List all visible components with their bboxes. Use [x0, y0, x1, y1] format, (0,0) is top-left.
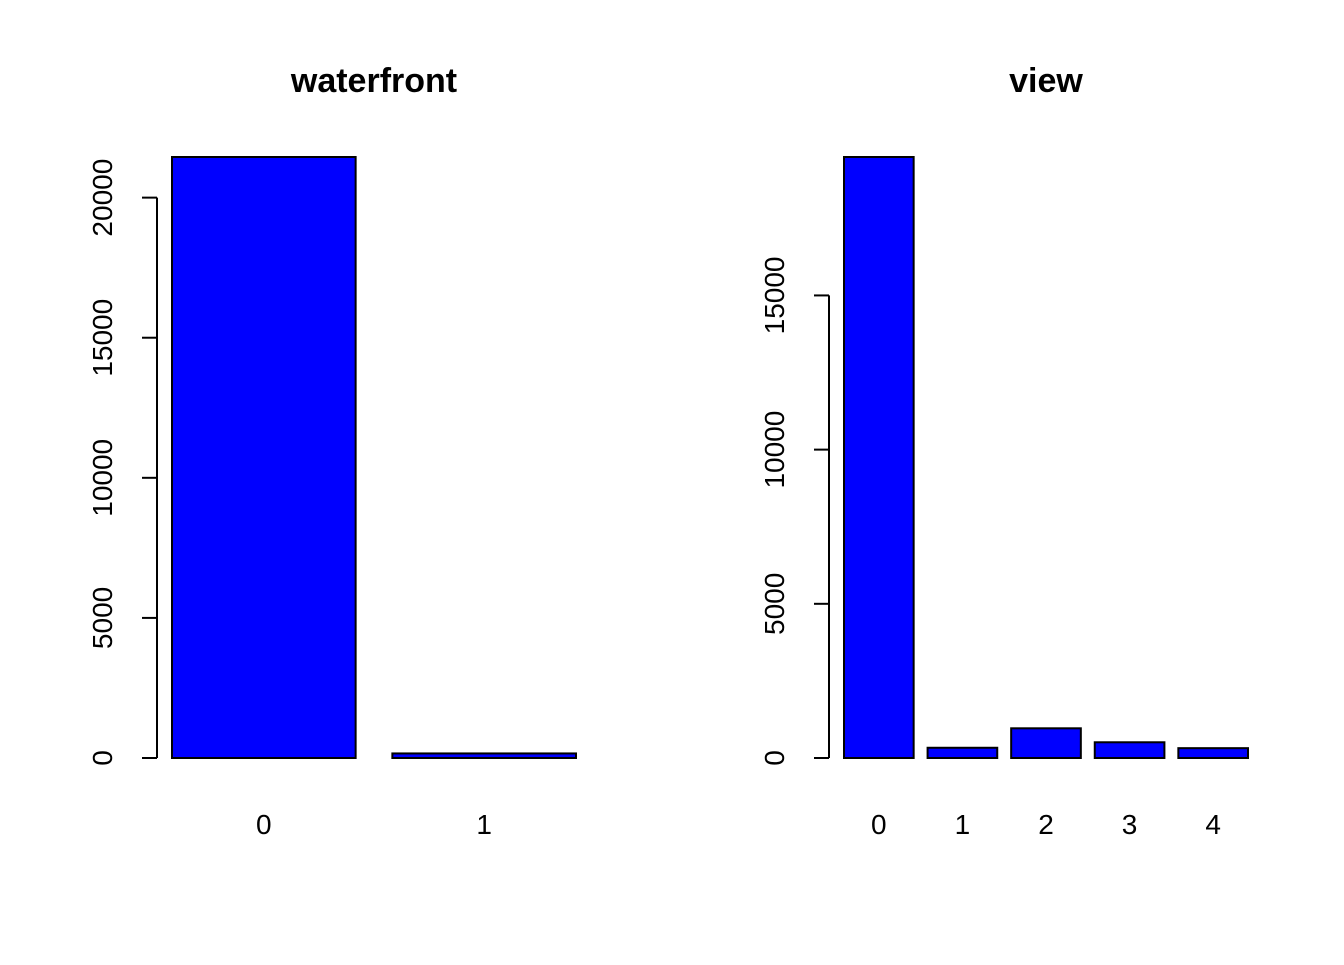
y-tick-label: 0 [759, 750, 790, 766]
chart-title: waterfront [290, 62, 457, 100]
y-tick-label: 15000 [87, 299, 118, 377]
y-tick-label: 20000 [87, 159, 118, 237]
y-tick-label: 10000 [759, 411, 790, 489]
bar-1 [926, 746, 999, 760]
y-tick-label: 5000 [87, 587, 118, 649]
x-tick-label: 1 [476, 809, 492, 840]
bar-4 [1177, 747, 1250, 760]
chart-panel-view: view 0 1 2 3 4 0 5000 10000 15000 [759, 62, 1250, 840]
y-tick-label: 10000 [87, 439, 118, 517]
x-tick-label: 4 [1205, 809, 1221, 840]
x-tick-label: 0 [256, 809, 272, 840]
y-tick-label: 5000 [759, 573, 790, 635]
x-tick-label: 2 [1038, 809, 1054, 840]
x-tick-label: 3 [1122, 809, 1138, 840]
x-tick-label: 0 [871, 809, 887, 840]
x-tick-label: 1 [955, 809, 971, 840]
chart-title: view [1009, 62, 1083, 100]
bar-0 [843, 156, 915, 759]
y-tick-label: 0 [87, 750, 118, 766]
bar-3 [1093, 741, 1166, 759]
y-tick-label: 15000 [759, 256, 790, 334]
chart-panel-waterfront: waterfront 0 1 0 5000 10000 15000 20000 [87, 62, 578, 840]
bar-2 [1010, 727, 1082, 760]
bar-1 [391, 752, 578, 760]
bar-0 [171, 156, 357, 759]
